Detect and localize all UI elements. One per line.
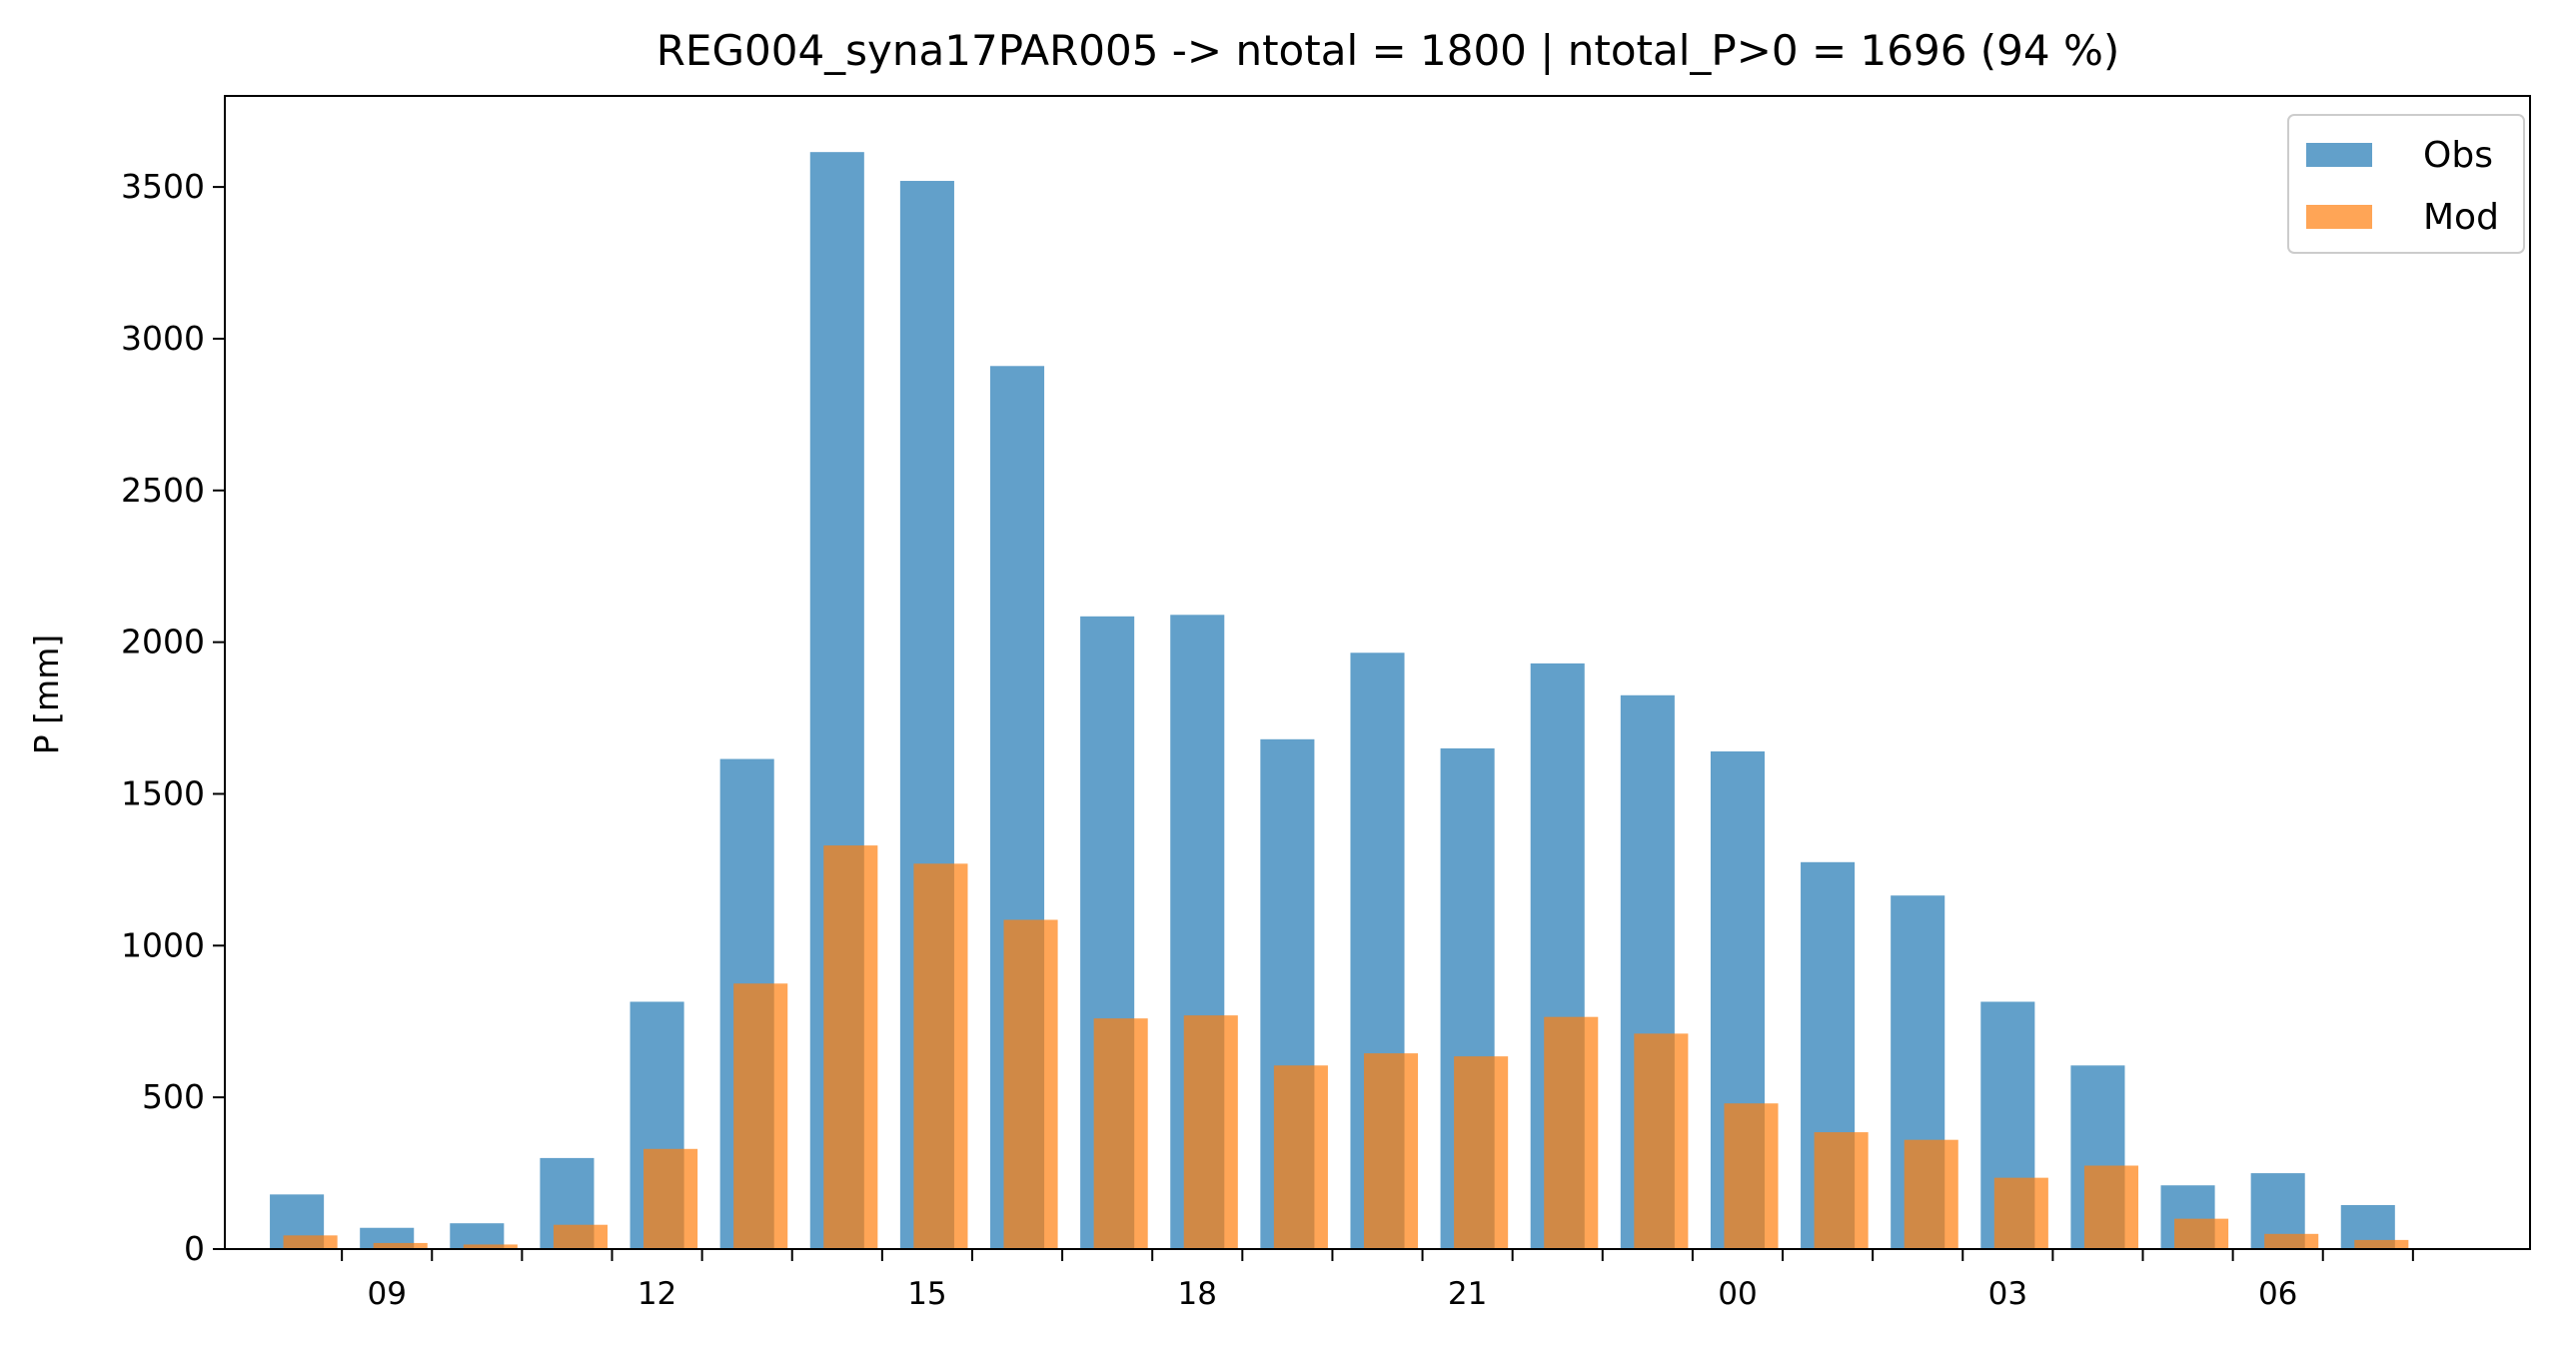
plot-frame: [224, 95, 2531, 1250]
bar-mod-15: [913, 863, 968, 1249]
x-tick-label: 00: [1718, 1276, 1757, 1312]
plot-area: 0 500 1000 1500 2000 2500 3000 3500 09 12 15 18 21 00…: [121, 95, 2531, 1312]
y-axis-label: P [mm]: [27, 635, 66, 754]
bar-mod-21: [1454, 1056, 1509, 1249]
y-tick-label: 3000: [121, 319, 205, 358]
bar-mod-22: [1544, 1016, 1599, 1249]
bar-mod-20: [1363, 1053, 1419, 1249]
bar-mod-23: [1634, 1033, 1689, 1249]
legend: Obs Mod: [2287, 114, 2525, 254]
bar-mod-04: [2083, 1165, 2138, 1249]
bar-mod-19: [1273, 1065, 1328, 1249]
x-tick-label: 21: [1448, 1276, 1487, 1312]
y-tick-label: 1500: [121, 773, 205, 812]
legend-swatch-obs: [2306, 143, 2372, 167]
legend-swatch-mod: [2306, 205, 2372, 229]
y-tick-label: 1000: [121, 925, 205, 964]
legend-label-mod: Mod: [2423, 197, 2499, 238]
bar-mod-03: [1993, 1177, 2048, 1249]
x-tick-label: 03: [1988, 1276, 2027, 1312]
bar-mod-16: [1003, 919, 1058, 1249]
bar-mod-00: [1724, 1103, 1779, 1249]
legend-label-obs: Obs: [2423, 135, 2493, 176]
bar-mod-17: [1093, 1018, 1148, 1249]
x-tick-label: 18: [1178, 1276, 1217, 1312]
bar-mod-06: [2264, 1233, 2319, 1249]
bar-mod-10: [463, 1244, 518, 1249]
bar-mod-09: [373, 1242, 428, 1249]
x-tick-label: 09: [367, 1276, 406, 1312]
bar-mod-02: [1904, 1139, 1958, 1249]
bar-mod-13: [733, 983, 788, 1249]
bar-mod-12: [644, 1148, 698, 1249]
chart-title: REG004_syna17PAR005 -> ntotal = 1800 | n…: [656, 26, 2120, 75]
bar-mod-08: [283, 1235, 338, 1249]
y-tick-label: 2500: [121, 471, 205, 510]
y-tick-label: 500: [142, 1077, 205, 1116]
x-tick-label: 15: [907, 1276, 946, 1312]
bar-mod-01: [1814, 1132, 1869, 1249]
bar-mod-05: [2174, 1218, 2229, 1249]
bar-mod-18: [1183, 1015, 1238, 1249]
series-mod: [283, 845, 2409, 1249]
bar-mod-11: [553, 1224, 608, 1249]
y-tick-label: 3500: [121, 167, 205, 206]
y-tick-label: 2000: [121, 623, 205, 662]
y-tick-label: 0: [184, 1229, 205, 1268]
x-tick-label: 06: [2258, 1276, 2297, 1312]
bar-mod-14: [823, 845, 878, 1249]
bar-mod-07: [2354, 1239, 2409, 1249]
x-tick-label: 12: [638, 1276, 676, 1312]
